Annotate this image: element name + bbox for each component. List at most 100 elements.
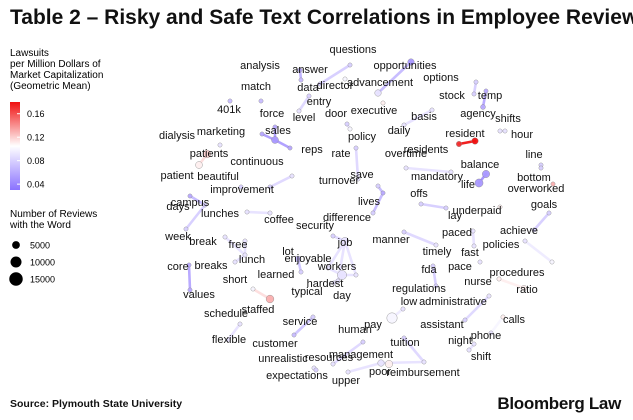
- node-values: [187, 287, 193, 293]
- node-label-core: core: [167, 261, 188, 273]
- node-label-401k: 401k: [217, 104, 241, 116]
- node-resident: [471, 137, 479, 145]
- node-underpaid: [497, 204, 503, 210]
- node-label-short: short: [223, 274, 247, 286]
- node-lunches: [244, 209, 250, 215]
- node-label-residents: residents: [404, 144, 449, 156]
- node-goals: [546, 210, 552, 216]
- node-offs: [418, 201, 424, 207]
- edge-lunches-coffee: [245, 210, 272, 215]
- node-label-director: director: [317, 80, 354, 92]
- node-label-balance: balance: [461, 159, 500, 171]
- node-dialysis: [217, 142, 223, 148]
- legend-color-tick-label: 0.16: [27, 109, 45, 119]
- node-label-continuous: continuous: [230, 156, 284, 168]
- node-label-level: level: [293, 112, 316, 124]
- node-staffed: [265, 294, 275, 304]
- node-label-agency: agency: [460, 108, 496, 120]
- node-label-analysis: analysis: [240, 60, 280, 72]
- node-match: [258, 98, 264, 104]
- node-management: [377, 359, 385, 367]
- source-note: Source: Plymouth State University: [10, 398, 183, 410]
- node-label-coffee: coffee: [264, 214, 294, 226]
- node-label-save: save: [350, 169, 373, 181]
- node-mandatory: [448, 169, 454, 175]
- node-label-patients: patients: [190, 148, 229, 160]
- node-days: [202, 202, 208, 208]
- legend-color-tick-label: 0.12: [27, 133, 45, 143]
- legend-color-title-line: Market Capitalization: [10, 70, 103, 81]
- node-label-temp: temp: [478, 90, 502, 102]
- legend-color-tick-label: 0.08: [27, 156, 45, 166]
- edge-overtime-mandatory: [404, 166, 453, 174]
- node-label-ratio: ratio: [516, 284, 537, 296]
- node-label-offs: offs: [410, 188, 428, 200]
- node-poor: [385, 360, 393, 368]
- node-label-achieve: achieve: [500, 225, 538, 237]
- node-label-rate: rate: [332, 148, 351, 160]
- node-label-enjoyable: enjoyable: [284, 253, 331, 265]
- node-label-tuition: tuition: [390, 337, 419, 349]
- node-label-advancement: advancement: [347, 77, 413, 89]
- node-policy: [347, 126, 353, 132]
- node-residents: [456, 141, 462, 147]
- node-balance: [482, 170, 490, 178]
- node-low: [400, 306, 406, 312]
- node-label-opportunities: opportunities: [374, 60, 437, 72]
- node-label-fda: fda: [421, 264, 437, 276]
- node-label-life: life: [461, 179, 475, 191]
- node-options: [473, 79, 479, 85]
- label-layer: questions opportunities analysis answer dire…: [159, 44, 564, 387]
- node-day: [337, 270, 347, 280]
- node-401k: [227, 98, 233, 104]
- edge-human-resources: [331, 340, 365, 366]
- node-label-timely: timely: [423, 246, 452, 258]
- legend-color-title-line: Lawsuits: [10, 48, 49, 59]
- node-label-overtime: overtime: [385, 148, 427, 160]
- legend-size-title-line: with the Word: [9, 220, 71, 231]
- edge-agency-temp: [481, 89, 488, 109]
- node-procedures: [549, 259, 555, 265]
- node-label-pace: pace: [448, 261, 472, 273]
- node-label-low: low: [401, 296, 418, 308]
- node-label-daily: daily: [388, 125, 411, 137]
- chart-title: Table 2 – Risky and Safe Text Correlatio…: [10, 6, 633, 29]
- node-campus: [187, 193, 193, 199]
- node-enjoyable: [325, 265, 331, 271]
- edge-questions-answer: [318, 63, 352, 86]
- node-human: [360, 339, 366, 345]
- node-label-line: line: [525, 149, 542, 161]
- node-label-mandatory: mandatory: [411, 171, 463, 183]
- node-label-difference: difference: [323, 212, 371, 224]
- node-label-bottom: bottom: [517, 172, 551, 184]
- node-assistant: [462, 317, 468, 323]
- node-administrative: [486, 293, 492, 299]
- node-service: [310, 314, 316, 320]
- edge-offs-lay: [419, 202, 448, 210]
- node-lunch: [242, 252, 248, 258]
- edge-paced-fast: [471, 229, 476, 248]
- node-lay: [443, 205, 449, 211]
- node-label-typical: typical: [291, 286, 322, 298]
- node-label-lay: lay: [448, 210, 463, 222]
- node-expectations: [313, 367, 319, 373]
- node-pace: [477, 259, 483, 265]
- node-label-workers: workers: [317, 261, 357, 273]
- node-executive: [380, 100, 386, 106]
- node-label-shift: shift: [471, 351, 491, 363]
- node-label-pay: pay: [364, 319, 382, 331]
- node-fda: [430, 263, 436, 269]
- node-schedule: [237, 321, 243, 327]
- node-label-lives: lives: [358, 196, 381, 208]
- node-label-sales: sales: [265, 125, 291, 137]
- node-manner: [401, 229, 407, 235]
- node-label-upper: upper: [332, 375, 360, 387]
- node-night: [471, 341, 477, 347]
- node-lot: [294, 255, 302, 263]
- node-calls: [500, 314, 506, 320]
- node-label-nurse: nurse: [464, 276, 492, 288]
- node-paced: [470, 228, 476, 234]
- node-label-lunches: lunches: [201, 208, 239, 220]
- edge-job-workers: [343, 239, 358, 277]
